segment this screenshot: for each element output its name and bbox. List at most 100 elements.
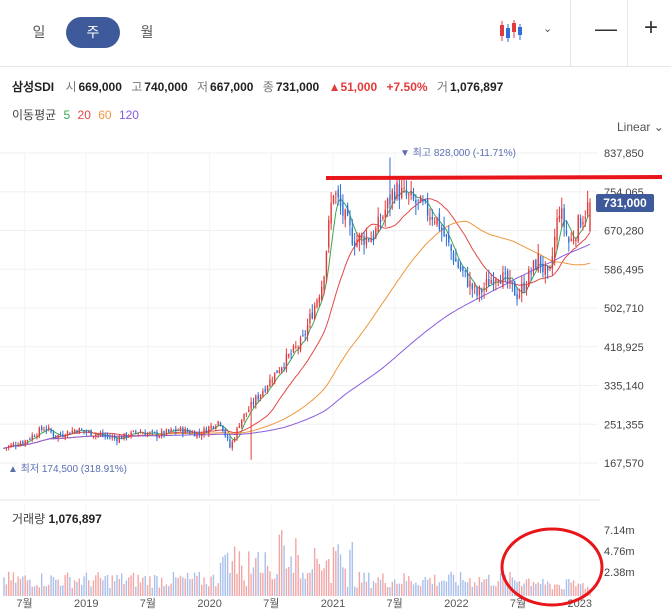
volume-bar — [488, 574, 490, 596]
scale-mode-select[interactable]: Linear ⌄ — [617, 120, 664, 134]
volume-bar — [478, 577, 481, 596]
volume-bar — [177, 577, 179, 596]
candle-body — [438, 213, 441, 230]
volume-bar — [577, 583, 579, 596]
volume-bar — [15, 582, 17, 596]
candle-body — [492, 279, 495, 285]
candle-body — [240, 419, 243, 427]
volume-bar — [405, 581, 408, 596]
volume-bar — [160, 577, 163, 596]
volume-bar — [208, 586, 210, 596]
volume-bar — [215, 586, 217, 596]
time-tick-label: 7월 — [16, 597, 32, 610]
candle-body — [226, 435, 229, 439]
candlestick-icon[interactable] — [498, 18, 524, 44]
candle-body — [160, 431, 163, 436]
volume-bar — [210, 576, 212, 596]
volume-bar — [342, 567, 344, 596]
candle-body — [426, 199, 429, 216]
volume-bar — [313, 548, 316, 596]
volume-bar — [240, 565, 243, 596]
volume-bar — [398, 583, 401, 596]
volume-bar — [57, 579, 59, 596]
volume-bar — [528, 578, 530, 596]
candle-body — [532, 260, 535, 271]
zoom-in-button[interactable]: + — [643, 14, 658, 41]
candle-body — [269, 379, 271, 387]
volume-bar — [521, 586, 523, 596]
candle-body — [130, 431, 132, 438]
candle-body — [342, 202, 344, 216]
volume-bar — [8, 571, 10, 596]
volume-bar — [135, 586, 137, 596]
candle-body — [168, 429, 170, 432]
volume-bar — [26, 580, 29, 596]
volume-bar — [401, 583, 403, 596]
candle-body — [88, 430, 90, 432]
candle-body — [365, 235, 368, 245]
tab-daily[interactable]: 일 — [32, 24, 46, 40]
volume-bar — [375, 582, 377, 596]
volume-bar — [285, 568, 288, 596]
volume-bar — [523, 583, 525, 596]
candle-body — [398, 184, 401, 201]
tab-weekly[interactable]: 주 — [66, 17, 120, 48]
candle-body — [506, 270, 509, 284]
volume-bar — [499, 573, 502, 596]
tab-monthly[interactable]: 월 — [140, 24, 154, 40]
volume-bar — [111, 575, 113, 596]
chevron-down-icon[interactable]: ⌄ — [543, 23, 553, 35]
candle-body — [318, 296, 321, 303]
time-tick-label: 7월 — [140, 597, 156, 610]
moving-average-legend[interactable]: 이동평균 5 20 60 120 — [12, 106, 143, 123]
low-value: 667,000 — [210, 80, 254, 94]
volume-bar — [118, 579, 121, 596]
volume-bar — [436, 585, 438, 596]
candle-body — [71, 430, 73, 433]
volume-bar — [497, 581, 499, 596]
candle-body — [5, 447, 8, 449]
volume-bar — [558, 584, 561, 596]
candle-body — [330, 202, 332, 224]
candle-body — [273, 372, 276, 384]
candle-body — [102, 432, 104, 436]
candle-body — [175, 428, 177, 432]
candle-body — [457, 261, 459, 268]
candle-body — [497, 280, 499, 282]
price-chart[interactable]: 837,850754,065670,280586,495502,710418,9… — [0, 140, 671, 616]
candle-body — [288, 354, 290, 357]
candle-body — [233, 438, 236, 442]
candle-body — [255, 396, 257, 405]
candle-body — [464, 270, 466, 272]
high-label: 고 — [131, 80, 143, 94]
volume-bar — [330, 583, 332, 596]
volume-bar — [586, 586, 589, 596]
volume-bar — [280, 530, 283, 596]
ma-5: 5 — [63, 108, 71, 122]
price-tick-label: 586,495 — [604, 264, 644, 276]
zoom-out-button[interactable]: — — [595, 16, 617, 41]
candle-body — [90, 429, 92, 436]
volume-bar — [448, 574, 450, 596]
volume-bar — [344, 568, 346, 596]
volume-bar — [231, 561, 233, 596]
current-price-badge: 731,000 — [596, 194, 654, 212]
volume-bar — [323, 568, 325, 596]
volume-bar — [158, 587, 161, 596]
volume-bar — [191, 578, 193, 596]
volume-bar — [212, 574, 215, 596]
candle-body — [29, 438, 31, 440]
candle-body — [563, 208, 565, 228]
candle-body — [15, 444, 17, 446]
candle-body — [516, 293, 518, 300]
candle-body — [139, 432, 142, 434]
volume-bar — [492, 585, 495, 596]
candle-body — [537, 253, 539, 272]
volume-bar — [233, 546, 236, 596]
candle-body — [351, 227, 354, 245]
volume-bar — [62, 585, 64, 596]
candle-body — [483, 287, 485, 291]
candle-body — [132, 430, 135, 432]
candle-body — [586, 202, 589, 215]
volume-bar — [429, 577, 431, 596]
